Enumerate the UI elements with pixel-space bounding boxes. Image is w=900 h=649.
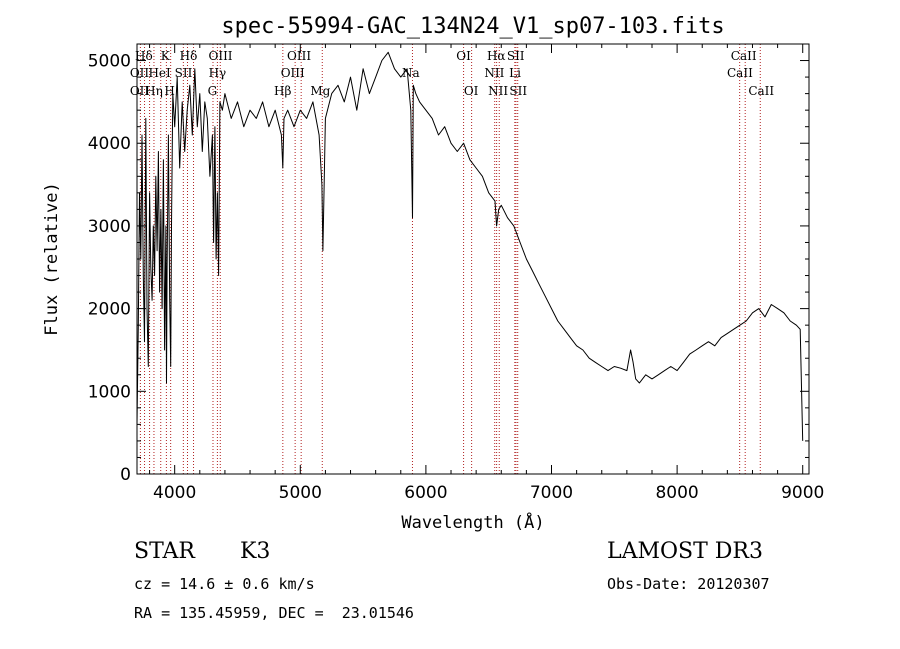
x-tick-label: 6000 [404, 483, 447, 503]
redshift-readout: cz = 14.6 ± 0.6 km/s [134, 575, 315, 593]
x-axis-label: Wavelength (Å) [401, 511, 544, 533]
observation-date: Obs-Date: 20120307 [607, 575, 770, 593]
x-axis: 4000 5000 6000 7000 8000 9000 [149, 44, 824, 503]
line-marker-layer [139, 44, 761, 474]
survey-name: LAMOST DR3 [607, 539, 763, 564]
line-label: NII [488, 84, 508, 98]
line-label: G [208, 84, 218, 98]
y-tick-label: 4000 [88, 134, 131, 154]
line-label: OIII [281, 66, 305, 80]
x-tick-label: 5000 [279, 483, 322, 503]
y-tick-label: 2000 [88, 300, 131, 320]
y-tick-label: 5000 [88, 52, 131, 72]
line-label: CaII [731, 49, 757, 63]
line-label: OII [130, 84, 150, 98]
coordinates-readout: RA = 135.45959, DEC = 23.01546 [134, 604, 414, 622]
spectrum-line [136, 51, 804, 441]
x-tick-label: 4000 [153, 483, 196, 503]
line-label: Hη [145, 84, 163, 98]
y-tick-label: 1000 [88, 382, 131, 402]
line-label: SII [175, 66, 193, 80]
chart-title: spec-55994-GAC_134N24_V1_sp07-103.fits [221, 14, 724, 39]
x-tick-label: 9000 [781, 483, 824, 503]
line-label: SII [509, 84, 527, 98]
line-label: SII [507, 49, 525, 63]
line-label: Hδ [180, 49, 198, 63]
y-axis: 0 1000 2000 3000 4000 5000 [88, 52, 809, 485]
line-label: OI [464, 84, 479, 98]
line-label: Hγ [209, 66, 227, 80]
line-label: OI [456, 49, 471, 63]
line-label: HeI [148, 66, 171, 80]
x-tick-label: 7000 [530, 483, 573, 503]
line-label: OIII [287, 49, 311, 63]
line-label: Mg [310, 84, 330, 98]
line-label: NII [484, 66, 504, 80]
object-subclass: K3 [240, 539, 271, 564]
line-label: CaII [748, 84, 774, 98]
line-label: CaII [727, 66, 753, 80]
x-tick-label: 8000 [655, 483, 698, 503]
y-tick-label: 3000 [88, 217, 131, 237]
y-tick-label: 0 [120, 465, 131, 485]
object-class: STAR [134, 539, 195, 564]
line-label: Hα [487, 49, 506, 63]
plot-frame [136, 43, 810, 475]
line-label: H [164, 84, 174, 98]
series-layer [136, 51, 804, 441]
line-label: OII [130, 66, 150, 80]
line-label: OIII [208, 49, 232, 63]
line-label: Hβ [274, 84, 291, 98]
line-label: K [161, 49, 171, 63]
line-label: Li [509, 66, 521, 80]
line-label: Na [402, 66, 420, 80]
line-label: Hδ [135, 49, 153, 63]
y-axis-label: Flux (relative) [42, 182, 62, 336]
